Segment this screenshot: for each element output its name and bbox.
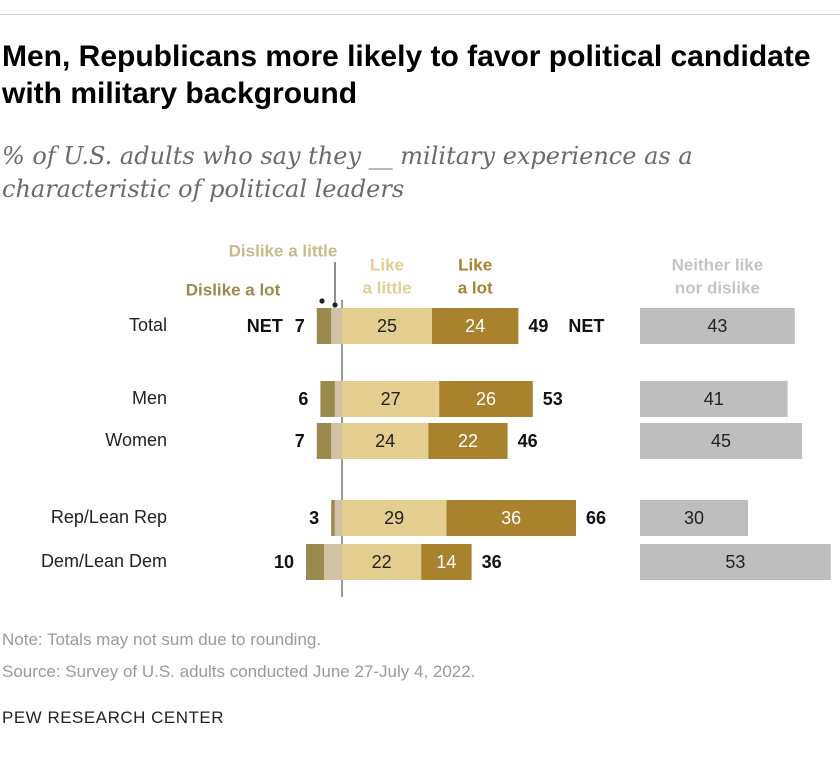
net-like-value: 66 <box>586 508 606 528</box>
data-label-like-lot: 14 <box>436 552 456 572</box>
top-rule <box>0 14 840 15</box>
bar-dislike-lot <box>331 500 335 536</box>
data-label-neither: 41 <box>704 389 724 409</box>
legend-like-lot-line1: Like <box>458 255 492 274</box>
net-dislike-value: 10 <box>274 552 294 572</box>
net-like-value: 53 <box>543 389 563 409</box>
data-label-like-little: 27 <box>381 389 401 409</box>
net-like-value: 36 <box>482 552 502 572</box>
data-label-like-lot: 36 <box>501 508 521 528</box>
bar-dislike-lot <box>316 423 332 459</box>
bar-like-little <box>342 381 440 417</box>
net-dislike-value: 7 <box>295 431 305 451</box>
bar-neither <box>640 423 802 459</box>
legend-dislike-lot-pointer-dot <box>319 298 325 304</box>
category-label: Women <box>105 430 167 450</box>
data-label-like-little: 24 <box>375 431 395 451</box>
bar-like-lot <box>428 423 508 459</box>
category-label: Men <box>132 388 167 408</box>
bar-like-lot <box>439 381 533 417</box>
bar-dislike-little <box>331 423 342 459</box>
bar-like-lot <box>446 500 576 536</box>
data-label-neither: 45 <box>711 431 731 451</box>
legend-like-little-line1: Like <box>370 255 404 274</box>
bar-like-little <box>342 423 429 459</box>
bar-dislike-lot <box>316 308 332 344</box>
data-label-neither: 53 <box>725 552 745 572</box>
data-label-like-lot: 26 <box>476 389 496 409</box>
net-dislike-label: NET <box>247 316 283 336</box>
bar-like-lot <box>421 544 472 580</box>
category-label: Dem/Lean Dem <box>41 551 167 571</box>
legend-dislike-little: Dislike a little <box>229 241 338 260</box>
bar-dislike-little <box>324 544 342 580</box>
legend-dislike-lot: Dislike a lot <box>186 280 281 299</box>
chart-subtitle: % of U.S. adults who say they __ militar… <box>2 142 693 203</box>
net-dislike-value: 6 <box>298 389 308 409</box>
bar-dislike-lot <box>320 381 335 417</box>
category-label: Total <box>129 315 167 335</box>
brand-logo-text: PEW RESEARCH CENTER <box>2 708 225 727</box>
data-label-like-lot: 22 <box>458 431 478 451</box>
legend-like-little-line2: a little <box>362 278 411 297</box>
chart-source: Source: Survey of U.S. adults conducted … <box>2 662 476 681</box>
bar-like-little <box>342 500 447 536</box>
bar-dislike-little <box>334 381 342 417</box>
data-label-like-little: 29 <box>384 508 404 528</box>
net-dislike-value: 3 <box>309 508 319 528</box>
bar-like-little <box>342 544 422 580</box>
data-label-like-little: 22 <box>372 552 392 572</box>
data-label-like-lot: 24 <box>465 316 485 336</box>
data-label-neither: 30 <box>684 508 704 528</box>
legend-neither-line2: nor dislike <box>675 278 760 297</box>
net-dislike-value: 7 <box>295 316 305 336</box>
data-label-neither: 43 <box>707 316 727 336</box>
bar-neither <box>640 544 831 580</box>
net-like-value: 46 <box>518 431 538 451</box>
chart-title: Men, Republicans more likely to favor po… <box>2 40 811 110</box>
chart-note: Note: Totals may not sum due to rounding… <box>2 630 322 649</box>
bar-like-lot <box>432 308 519 344</box>
bar-neither <box>640 500 748 536</box>
data-label-like-little: 25 <box>377 316 397 336</box>
bar-dislike-little <box>331 308 342 344</box>
net-like-value: 49 <box>528 316 548 336</box>
legend-neither-line1: Neither like <box>672 255 764 274</box>
bar-dislike-lot <box>306 544 324 580</box>
net-like-label: NET <box>568 316 604 336</box>
category-label: Rep/Lean Rep <box>51 507 167 527</box>
bar-dislike-little <box>334 500 342 536</box>
legend-like-lot-line2: a lot <box>458 278 493 297</box>
bar-neither <box>640 308 795 344</box>
bar-neither <box>640 381 788 417</box>
bar-like-little <box>342 308 432 344</box>
legend-dislike-little-pointer-dot <box>332 302 338 308</box>
